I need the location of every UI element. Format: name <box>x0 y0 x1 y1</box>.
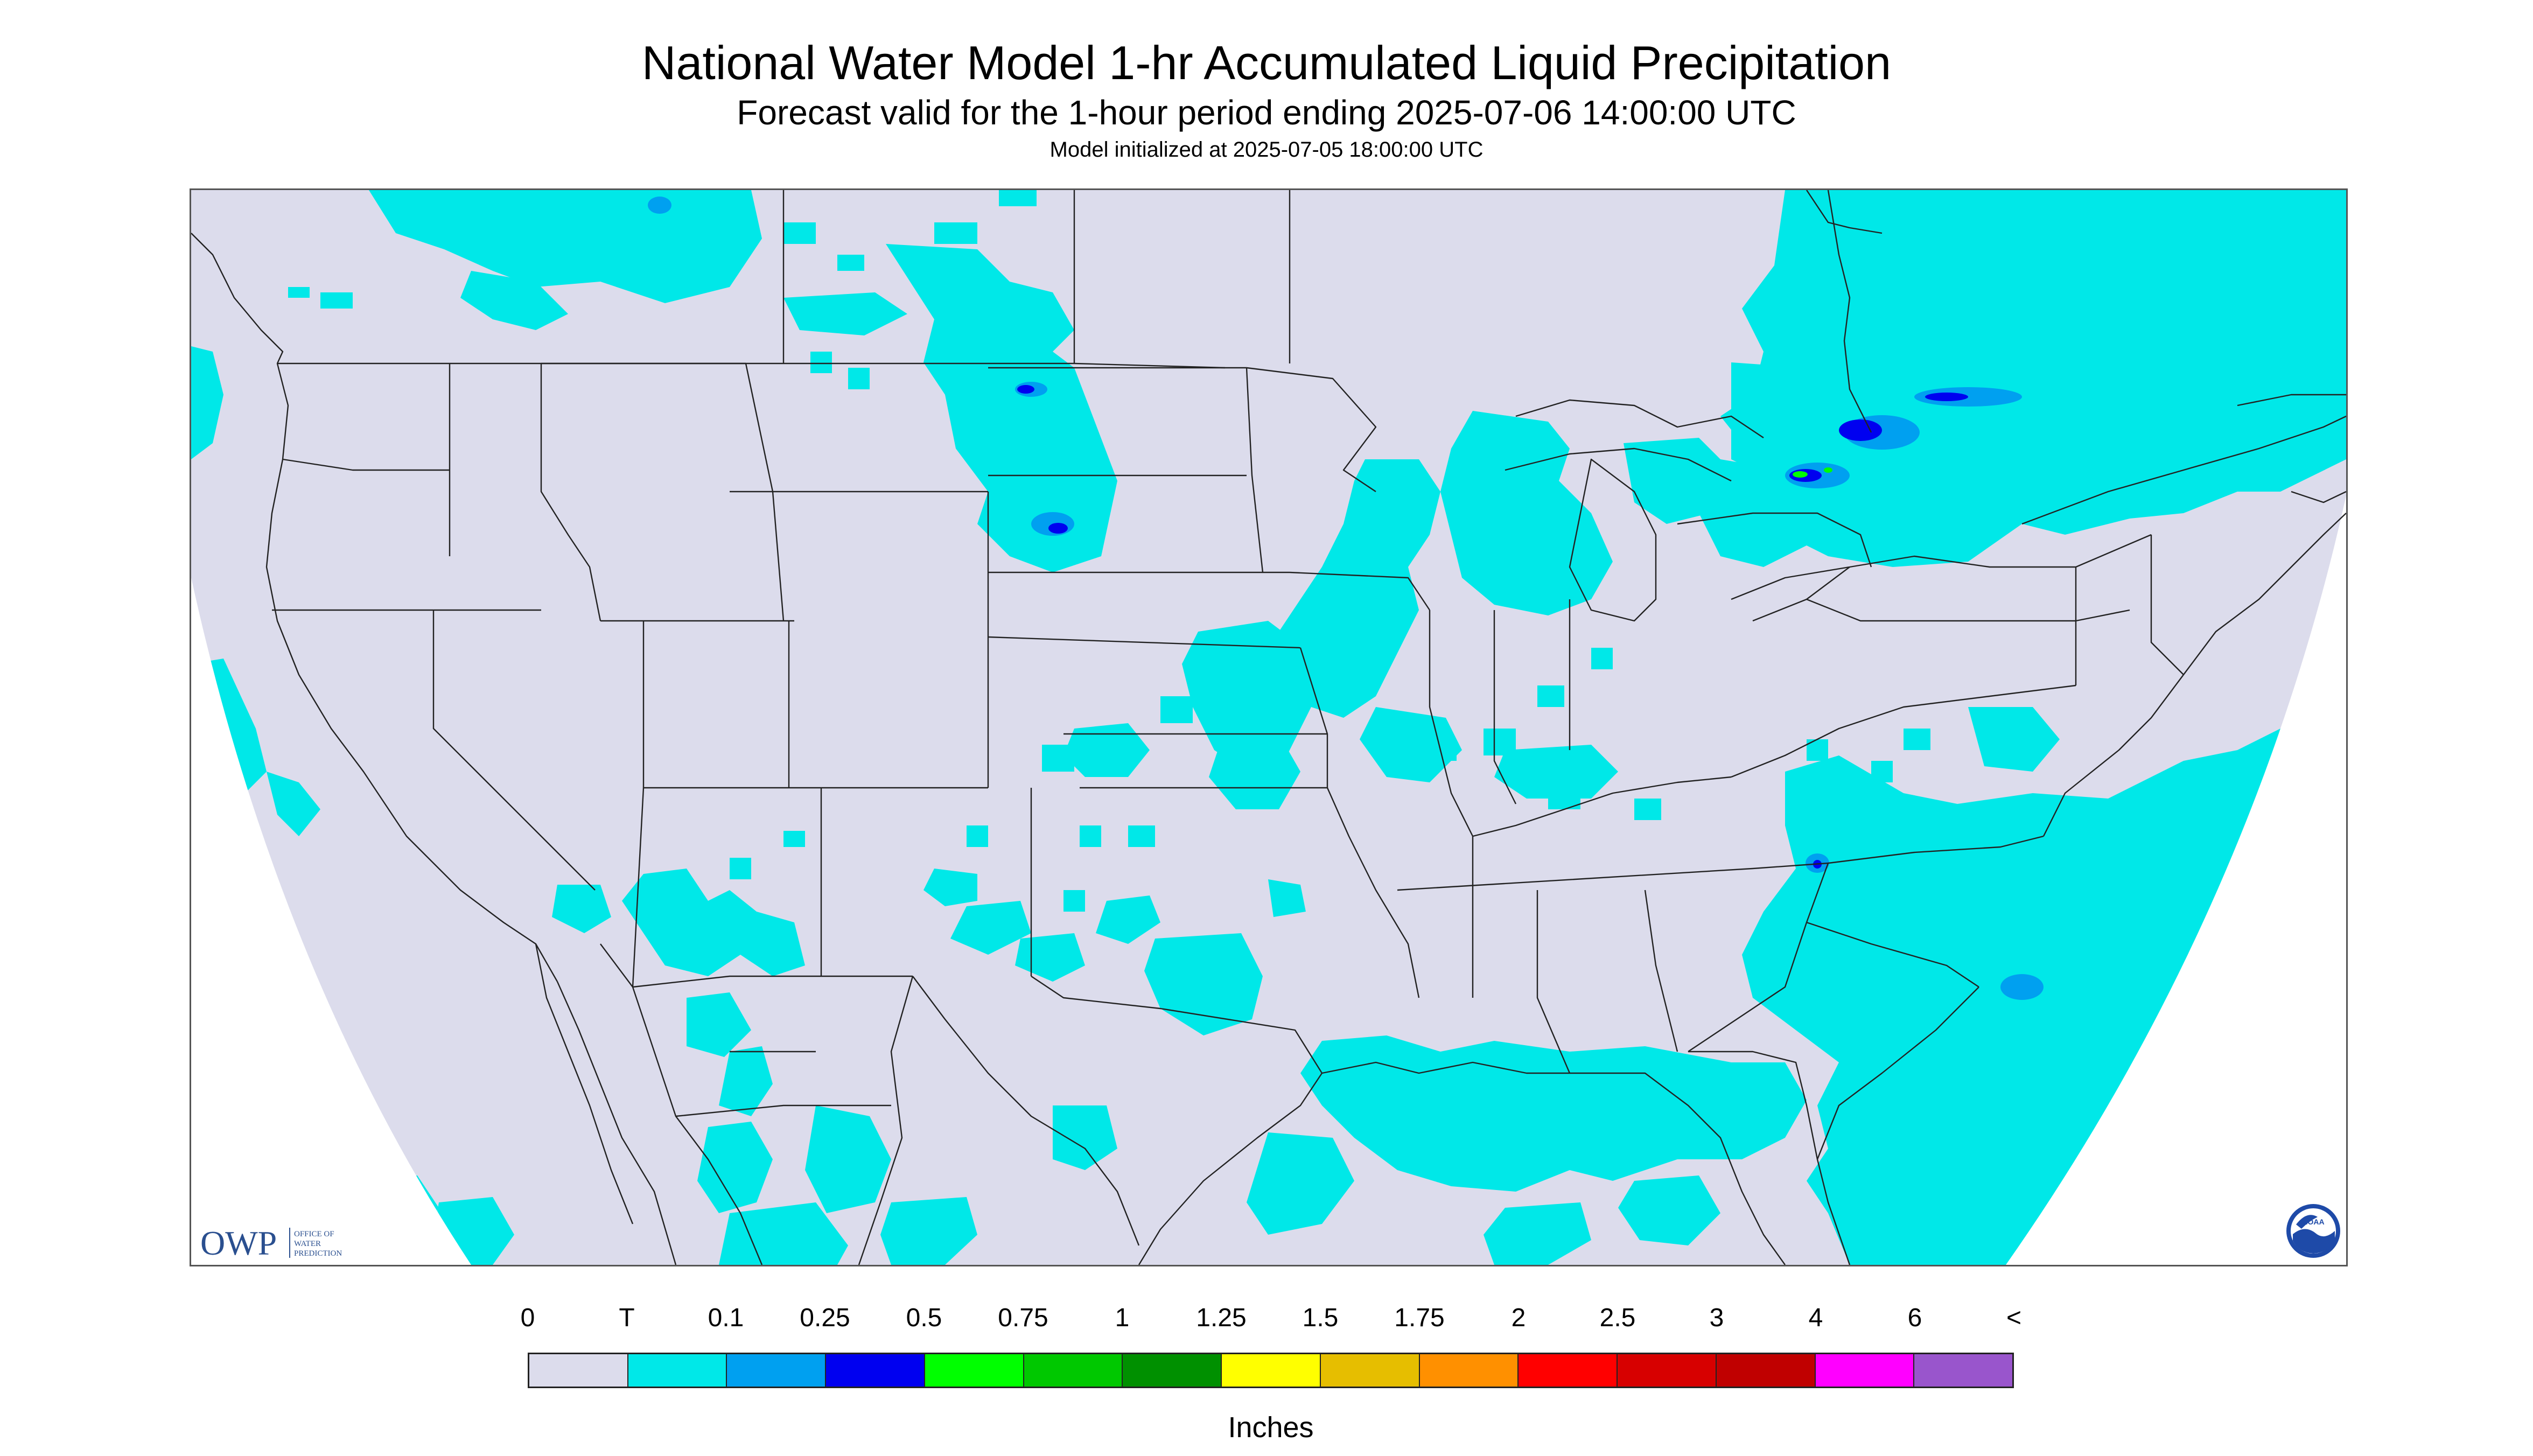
legend-tick-label: 0 <box>520 1304 535 1332</box>
owp-logo-line1: OFFICE OF <box>294 1230 334 1238</box>
owp-logo: OWP OFFICE OF WATER PREDICTION <box>200 1220 378 1263</box>
legend-tick-label: 1.25 <box>1196 1304 1247 1332</box>
noaa-logo: NOAA <box>2285 1203 2341 1259</box>
legend-tick-label: 0.25 <box>800 1304 850 1332</box>
legend-swatch <box>925 1354 1024 1387</box>
legend-tick-label: 1.5 <box>1302 1304 1339 1332</box>
legend-swatch <box>1024 1354 1123 1387</box>
legend-swatch <box>1914 1354 2013 1387</box>
legend-tick-label: 4 <box>1808 1304 1823 1332</box>
legend-tick-label: 1.75 <box>1394 1304 1445 1332</box>
legend-swatch <box>1222 1354 1321 1387</box>
legend-swatch <box>1815 1354 1915 1387</box>
legend-color-bar <box>528 1353 2014 1388</box>
legend-swatch <box>628 1354 727 1387</box>
legend-tick-label: T <box>619 1304 635 1332</box>
legend-swatch <box>1519 1354 1618 1387</box>
legend-tick-label: < <box>2006 1304 2022 1332</box>
legend-tick-label: 6 <box>1907 1304 1922 1332</box>
outside-domain-left <box>191 578 471 1265</box>
legend-tick-label: 2.5 <box>1599 1304 1636 1332</box>
legend-tick-label: 1 <box>1115 1304 1130 1332</box>
precipitation-map <box>190 188 2348 1266</box>
owp-logo-abbr: OWP <box>200 1224 277 1262</box>
map-title: National Water Model 1-hr Accumulated Li… <box>641 36 1892 89</box>
legend-swatch <box>1618 1354 1717 1387</box>
precip-legend: 0 T 0.1 0.25 0.5 0.75 1 1.25 1.5 1.75 2 2.5 3 4 6 < Inc… <box>521 1303 2021 1444</box>
precip-trace-areas <box>191 190 2346 1265</box>
owp-logo-line2: WATER <box>294 1240 321 1248</box>
legend-swatch <box>727 1354 827 1387</box>
precip-0-5-areas <box>1793 467 1832 478</box>
legend-swatch <box>1419 1354 1519 1387</box>
noaa-logo-text: NOAA <box>2302 1217 2324 1226</box>
state-boundaries <box>191 190 2346 1265</box>
owp-logo-line3: PREDICTION <box>294 1249 342 1258</box>
legend-tick-label: 2 <box>1511 1304 1526 1332</box>
legend-tick-label: 0.1 <box>708 1304 744 1332</box>
legend-unit: Inches <box>1228 1411 1314 1444</box>
outside-domain-right <box>2006 496 2346 1265</box>
legend-tick-label: 0.75 <box>998 1304 1048 1332</box>
legend-swatch <box>826 1354 925 1387</box>
legend-swatch <box>1716 1354 1816 1387</box>
map-subtitle: Forecast valid for the 1-hour period end… <box>737 93 1796 132</box>
legend-swatch <box>1320 1354 1420 1387</box>
legend-swatch <box>1123 1354 1222 1387</box>
model-init-text: Model initialized at 2025-07-05 18:00:00… <box>1049 138 1484 162</box>
legend-tick-label: 0.5 <box>906 1304 942 1332</box>
map-canvas <box>191 190 2346 1265</box>
legend-tick-label: 3 <box>1709 1304 1724 1332</box>
legend-swatch <box>529 1354 628 1387</box>
